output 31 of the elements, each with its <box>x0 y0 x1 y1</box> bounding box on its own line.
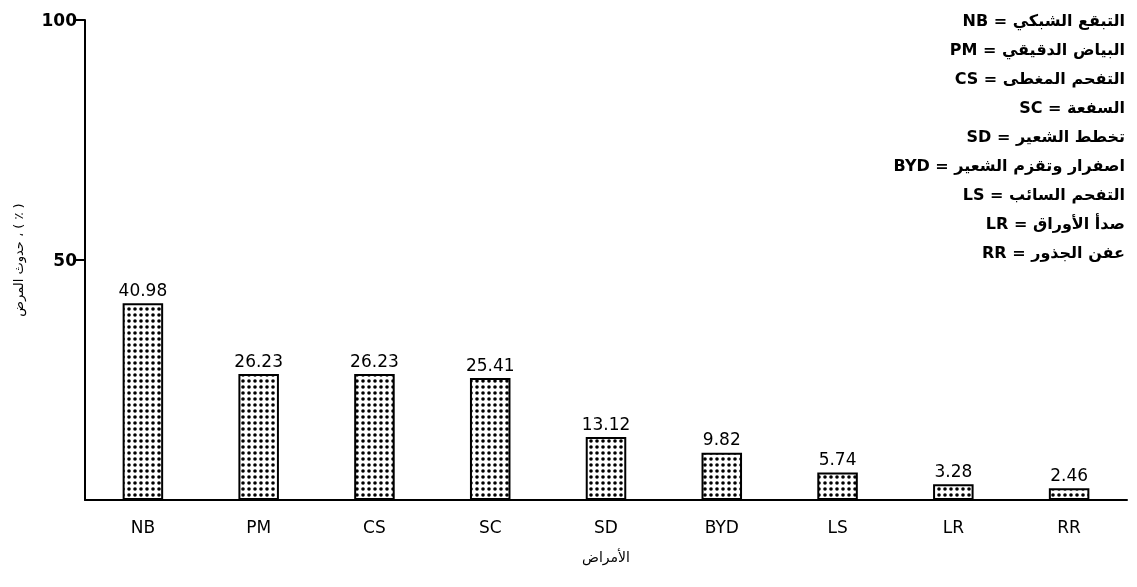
y-axis-title: حدوث المرض ، ( ٪ ) <box>11 203 27 317</box>
annotation: LR = صدأ الأوراق <box>985 212 1126 233</box>
data-label: 40.98 <box>118 279 168 300</box>
x-tick-label: LR <box>942 516 965 537</box>
annotation: NB = التبقع الشبكي <box>962 10 1126 31</box>
x-tick-label: SC <box>478 516 502 537</box>
data-label: 2.46 <box>1050 464 1089 485</box>
x-tick-label: PM <box>246 516 272 537</box>
data-label: 26.23 <box>350 350 399 371</box>
data-label: 5.74 <box>818 448 857 469</box>
x-tick-label: RR <box>1057 516 1082 537</box>
annotation: PM = البياض الدقيقي <box>949 39 1126 60</box>
data-label: 13.12 <box>581 413 631 434</box>
data-label: 25.41 <box>465 354 515 375</box>
annotation: LS = التفحم السائب <box>962 184 1126 204</box>
x-tick-label: NB <box>130 516 156 537</box>
annotation: BYD = اصفرار وتقزم الشعير <box>893 155 1125 175</box>
x-axis-title: الأمراض <box>582 548 630 566</box>
x-tick-label: BYD <box>704 516 739 537</box>
y-tick-label: 50 <box>53 250 78 270</box>
x-tick-label: SD <box>594 516 618 537</box>
y-tick-label: 100 <box>41 10 78 30</box>
data-label: 3.28 <box>934 460 973 481</box>
annotation: CS = التفحم المغطى <box>954 68 1126 88</box>
annotation: SD = تخطط الشعير <box>966 126 1126 146</box>
annotation: RR = عفن الجذور <box>981 242 1126 262</box>
annotation: SC = السفعة <box>1019 97 1126 117</box>
data-label: 9.82 <box>702 429 741 450</box>
x-tick-label: LS <box>827 516 848 537</box>
x-tick-label: CS <box>363 516 386 537</box>
data-label: 26.23 <box>234 350 283 371</box>
